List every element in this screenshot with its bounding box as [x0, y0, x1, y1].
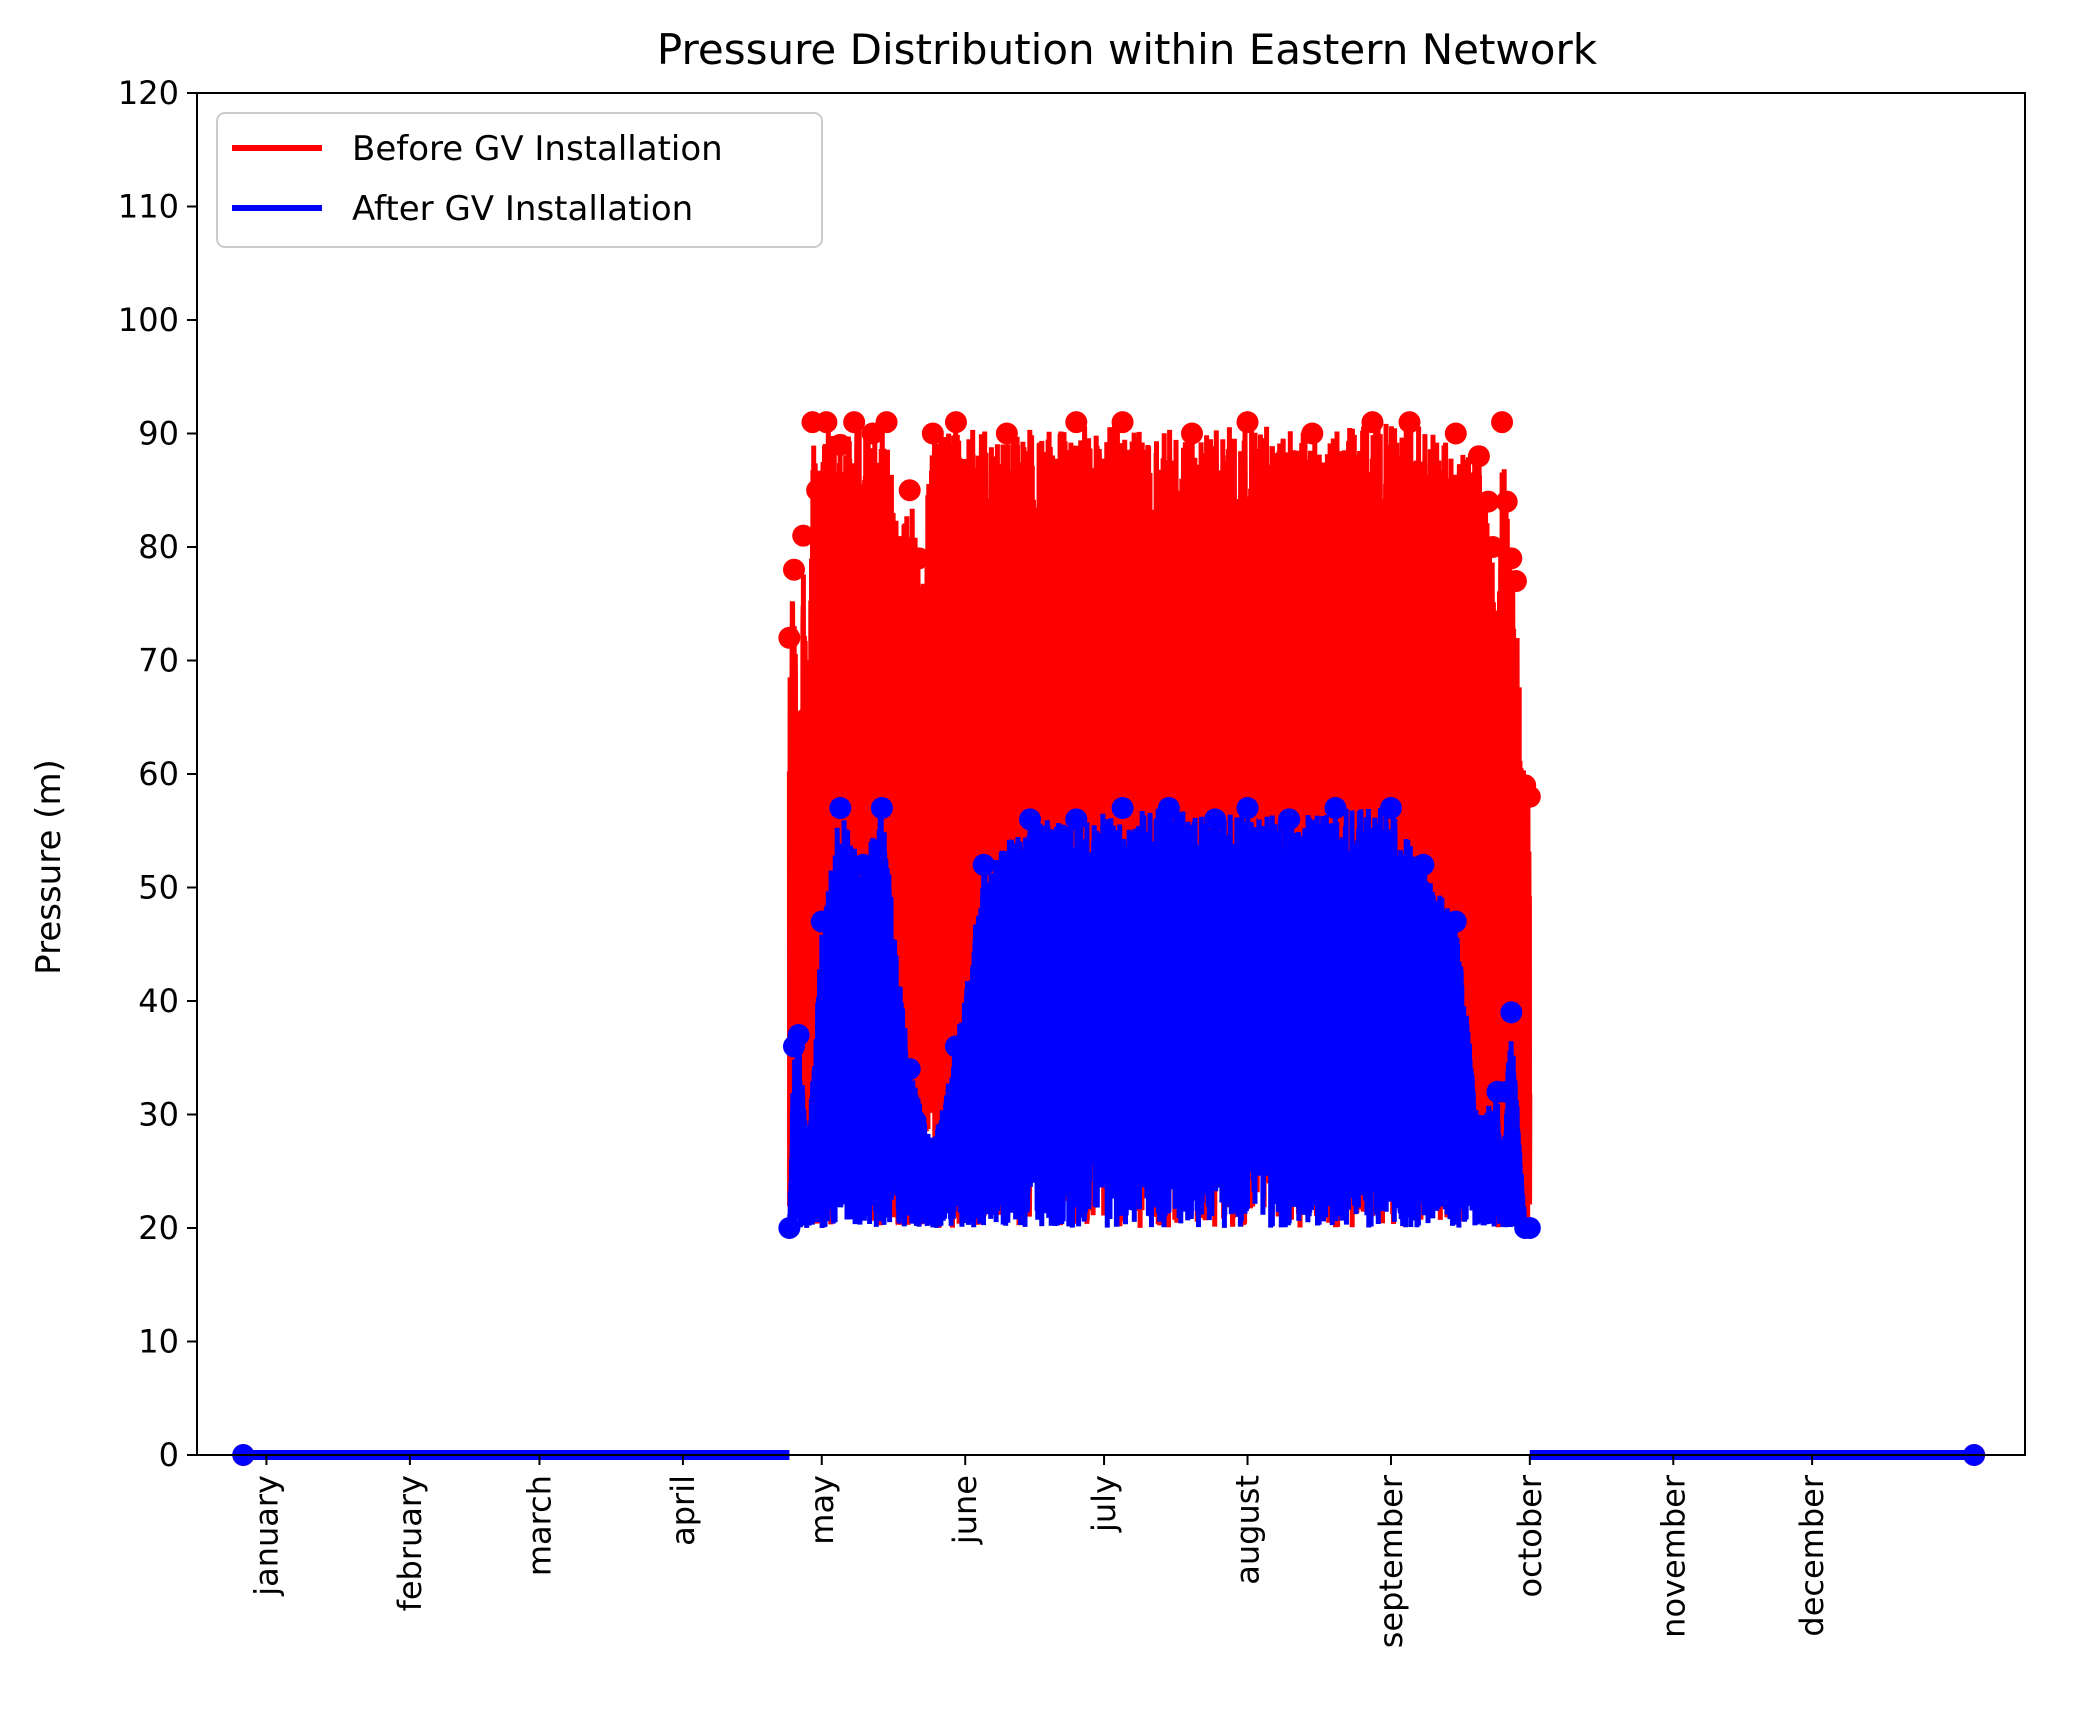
series-layer	[232, 411, 1986, 1466]
data-point	[1500, 1001, 1523, 1024]
data-point	[1518, 1217, 1541, 1239]
x-tick-label: november	[1654, 1474, 1692, 1638]
data-point	[1278, 808, 1301, 831]
data-point	[1236, 797, 1259, 820]
data-point	[875, 411, 898, 434]
y-tick-label: 40	[138, 982, 179, 1020]
y-tick-label: 60	[138, 755, 179, 793]
data-point	[1324, 797, 1347, 820]
legend-label-after: After GV Installation	[352, 189, 693, 229]
y-tick-label: 10	[138, 1323, 179, 1361]
x-tick-label: january	[247, 1475, 285, 1597]
data-point	[1379, 797, 1402, 820]
data-point	[1301, 422, 1324, 445]
data-point	[792, 524, 815, 547]
y-axis-label: Pressure (m)	[29, 759, 69, 975]
data-point	[1495, 1080, 1518, 1103]
data-point	[1444, 910, 1467, 933]
data-point	[1477, 490, 1500, 513]
x-tick-label: august	[1229, 1475, 1267, 1585]
data-point	[778, 1217, 801, 1239]
y-tick-label: 70	[138, 642, 179, 680]
data-point	[1180, 422, 1203, 445]
data-point	[1504, 570, 1527, 593]
y-tick-label: 90	[138, 415, 179, 453]
data-point	[1467, 1114, 1490, 1137]
data-point	[921, 422, 944, 445]
data-point	[870, 797, 893, 820]
series-line	[787, 808, 1530, 1231]
data-point	[796, 1148, 819, 1171]
data-point	[782, 558, 805, 581]
y-tick-label: 30	[138, 1096, 179, 1134]
chart-title: Pressure Distribution within Eastern Net…	[657, 25, 1598, 74]
data-point	[796, 706, 819, 729]
y-tick-label: 110	[118, 188, 179, 226]
data-point	[1491, 411, 1514, 434]
data-point	[995, 422, 1018, 445]
data-point	[806, 479, 829, 502]
data-point	[815, 411, 838, 434]
data-point	[787, 831, 810, 854]
data-point	[898, 479, 921, 502]
data-point	[787, 1024, 810, 1047]
data-point	[1204, 808, 1227, 831]
x-tick-label: july	[1085, 1475, 1123, 1533]
y-tick-label: 0	[159, 1436, 179, 1474]
x-tick-label: february	[391, 1475, 429, 1611]
data-point	[944, 411, 967, 434]
data-point	[1481, 536, 1504, 558]
y-tick-label: 100	[118, 301, 179, 339]
data-point	[1361, 411, 1384, 434]
legend-label-before: Before GV Installation	[352, 129, 723, 169]
y-tick-label: 50	[138, 869, 179, 907]
x-tick-label: september	[1372, 1474, 1410, 1648]
y-tick-label: 120	[118, 74, 179, 112]
data-point	[1467, 445, 1490, 468]
x-tick-label: may	[803, 1475, 841, 1545]
data-point	[1412, 853, 1435, 876]
y-tick-label: 20	[138, 1209, 179, 1247]
data-point	[1398, 411, 1421, 434]
data-point	[1019, 808, 1042, 831]
y-tick-label: 80	[138, 528, 179, 566]
legend: Before GV Installation After GV Installa…	[216, 112, 823, 248]
data-point	[1157, 797, 1180, 820]
data-point	[829, 433, 852, 456]
data-point	[843, 411, 866, 434]
data-point	[1065, 411, 1088, 434]
legend-box	[216, 112, 823, 248]
data-point	[1486, 660, 1509, 683]
data-point	[889, 536, 912, 558]
data-point	[1491, 1148, 1514, 1171]
data-point	[1518, 785, 1541, 808]
x-tick-label: june	[946, 1475, 984, 1545]
data-point	[1111, 411, 1134, 434]
data-point	[1065, 808, 1088, 831]
data-point	[907, 547, 930, 570]
data-point	[778, 626, 801, 649]
data-point	[898, 1058, 921, 1081]
data-point	[852, 853, 875, 876]
data-point	[944, 1035, 967, 1058]
data-point	[972, 853, 995, 876]
series-1	[232, 797, 1986, 1466]
x-tick-label: december	[1793, 1474, 1831, 1636]
data-point	[921, 1137, 944, 1160]
x-tick-label: october	[1511, 1474, 1549, 1597]
axes-layer: 0 10 20 30 40 50 60 70 80 90 100 110 120 january febru…	[118, 74, 2026, 1648]
data-point	[1236, 411, 1259, 434]
data-point	[829, 797, 852, 820]
data-point	[1444, 422, 1467, 445]
x-tick-label: april	[664, 1475, 702, 1546]
x-tick-label: march	[520, 1475, 558, 1576]
data-point	[1500, 547, 1523, 570]
data-point	[810, 910, 833, 933]
data-point	[1111, 797, 1134, 820]
data-point	[1495, 490, 1518, 513]
